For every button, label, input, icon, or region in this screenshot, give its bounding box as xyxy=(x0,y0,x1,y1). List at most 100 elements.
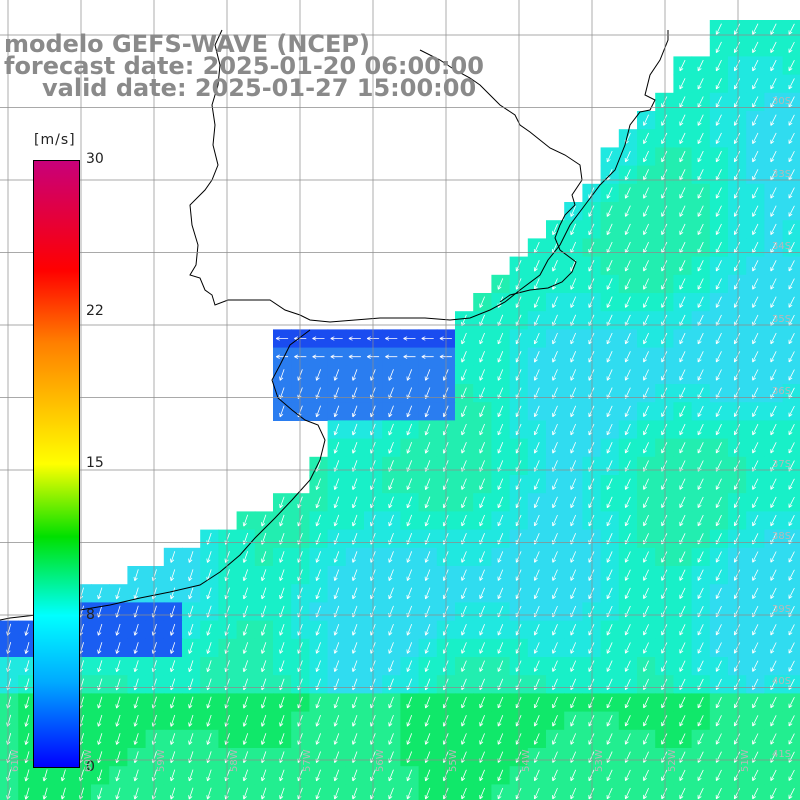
wind-cell xyxy=(709,92,729,112)
wind-arrow xyxy=(60,787,66,800)
wind-arrow xyxy=(734,260,741,272)
wind-arrow xyxy=(570,296,577,308)
wind-arrow xyxy=(643,478,649,490)
wind-cell xyxy=(673,748,693,767)
wind-arrow xyxy=(624,751,631,763)
wind-arrow xyxy=(24,787,30,800)
wind-arrow xyxy=(697,150,704,163)
wind-cell xyxy=(709,384,729,403)
colorbar xyxy=(33,160,80,768)
wind-arrow xyxy=(497,478,504,490)
wind-arrow xyxy=(752,351,759,363)
wind-arrow xyxy=(679,587,686,600)
wind-arrow xyxy=(406,714,413,727)
wind-cell xyxy=(746,111,765,130)
wind-arrow xyxy=(388,769,394,782)
wind-cell xyxy=(764,220,784,239)
wind-arrow xyxy=(770,624,777,636)
wind-arrow xyxy=(97,623,103,636)
wind-arrow xyxy=(275,336,289,341)
wind-cell xyxy=(746,147,765,167)
wind-arrow xyxy=(206,696,212,709)
wind-arrow xyxy=(752,423,759,436)
wind-cell xyxy=(709,274,729,294)
wind-arrow xyxy=(351,696,358,709)
wind-arrow xyxy=(734,551,741,563)
wind-cell xyxy=(746,384,765,403)
wind-arrow xyxy=(279,787,285,800)
wind-arrow xyxy=(315,660,321,672)
wind-arrow xyxy=(788,624,795,636)
wind-arrow xyxy=(533,624,540,636)
wind-cell xyxy=(655,529,674,549)
wind-arrow xyxy=(752,733,759,745)
wind-arrow xyxy=(697,132,704,145)
wind-cell xyxy=(728,293,747,312)
wind-arrow xyxy=(697,569,704,581)
wind-cell xyxy=(728,274,747,294)
wind-arrow xyxy=(424,496,431,509)
wind-arrow xyxy=(206,623,212,636)
wind-arrow xyxy=(497,369,504,381)
wind-arrow xyxy=(533,696,540,709)
wind-cell xyxy=(728,165,747,185)
wind-cell xyxy=(709,529,729,549)
wind-arrow xyxy=(333,642,340,654)
wind-arrow xyxy=(734,587,741,600)
wind-arrow xyxy=(624,478,631,490)
wind-arrow xyxy=(643,660,649,672)
wind-cell xyxy=(709,147,729,167)
wind-cell xyxy=(673,566,693,585)
wind-arrow xyxy=(734,733,741,745)
wind-arrow xyxy=(715,59,722,72)
wind-arrow xyxy=(479,715,485,727)
wind-arrow xyxy=(479,569,485,581)
wind-cell xyxy=(673,456,693,476)
wind-arrow xyxy=(734,660,741,672)
wind-cell xyxy=(691,748,711,767)
wind-arrow xyxy=(697,78,704,90)
wind-arrow xyxy=(734,642,741,654)
wind-cell xyxy=(709,238,729,258)
wind-arrow xyxy=(133,769,139,782)
latitude-label: 40S xyxy=(772,676,792,687)
wind-cell xyxy=(764,147,784,167)
wind-arrow xyxy=(606,332,613,345)
wind-cell xyxy=(728,147,747,167)
wind-arrow xyxy=(661,332,668,345)
wind-cell xyxy=(691,602,711,622)
wind-cell xyxy=(709,129,729,148)
wind-arrow xyxy=(679,205,686,217)
wind-cell xyxy=(764,657,784,676)
wind-arrow xyxy=(406,733,413,745)
wind-arrow xyxy=(461,587,467,600)
wind-cell xyxy=(655,675,674,694)
wind-arrow xyxy=(479,296,485,308)
wind-arrow xyxy=(497,405,504,418)
wind-arrow xyxy=(624,369,631,381)
wind-cell xyxy=(709,311,729,330)
wind-arrow xyxy=(242,660,249,673)
wind-cell xyxy=(728,566,747,585)
wind-arrow xyxy=(206,769,212,782)
wind-cell xyxy=(673,329,693,349)
wind-arrow xyxy=(606,223,613,236)
wind-arrow xyxy=(479,514,485,527)
wind-arrow xyxy=(351,623,358,636)
wind-arrow xyxy=(752,569,759,581)
wind-cell xyxy=(764,384,784,403)
wind-arrow xyxy=(715,405,722,418)
wind-arrow xyxy=(679,332,686,345)
wind-arrow xyxy=(624,260,631,272)
wind-cell xyxy=(764,274,784,294)
wind-arrow xyxy=(497,751,504,763)
wind-arrow xyxy=(770,478,777,490)
wind-arrow xyxy=(752,514,759,527)
wind-arrow xyxy=(661,715,668,727)
wind-arrow xyxy=(333,769,340,782)
wind-arrow xyxy=(770,369,777,381)
wind-arrow xyxy=(552,751,558,763)
wind-arrow xyxy=(533,787,540,800)
wind-arrow xyxy=(552,787,558,800)
wind-arrow xyxy=(788,569,795,581)
